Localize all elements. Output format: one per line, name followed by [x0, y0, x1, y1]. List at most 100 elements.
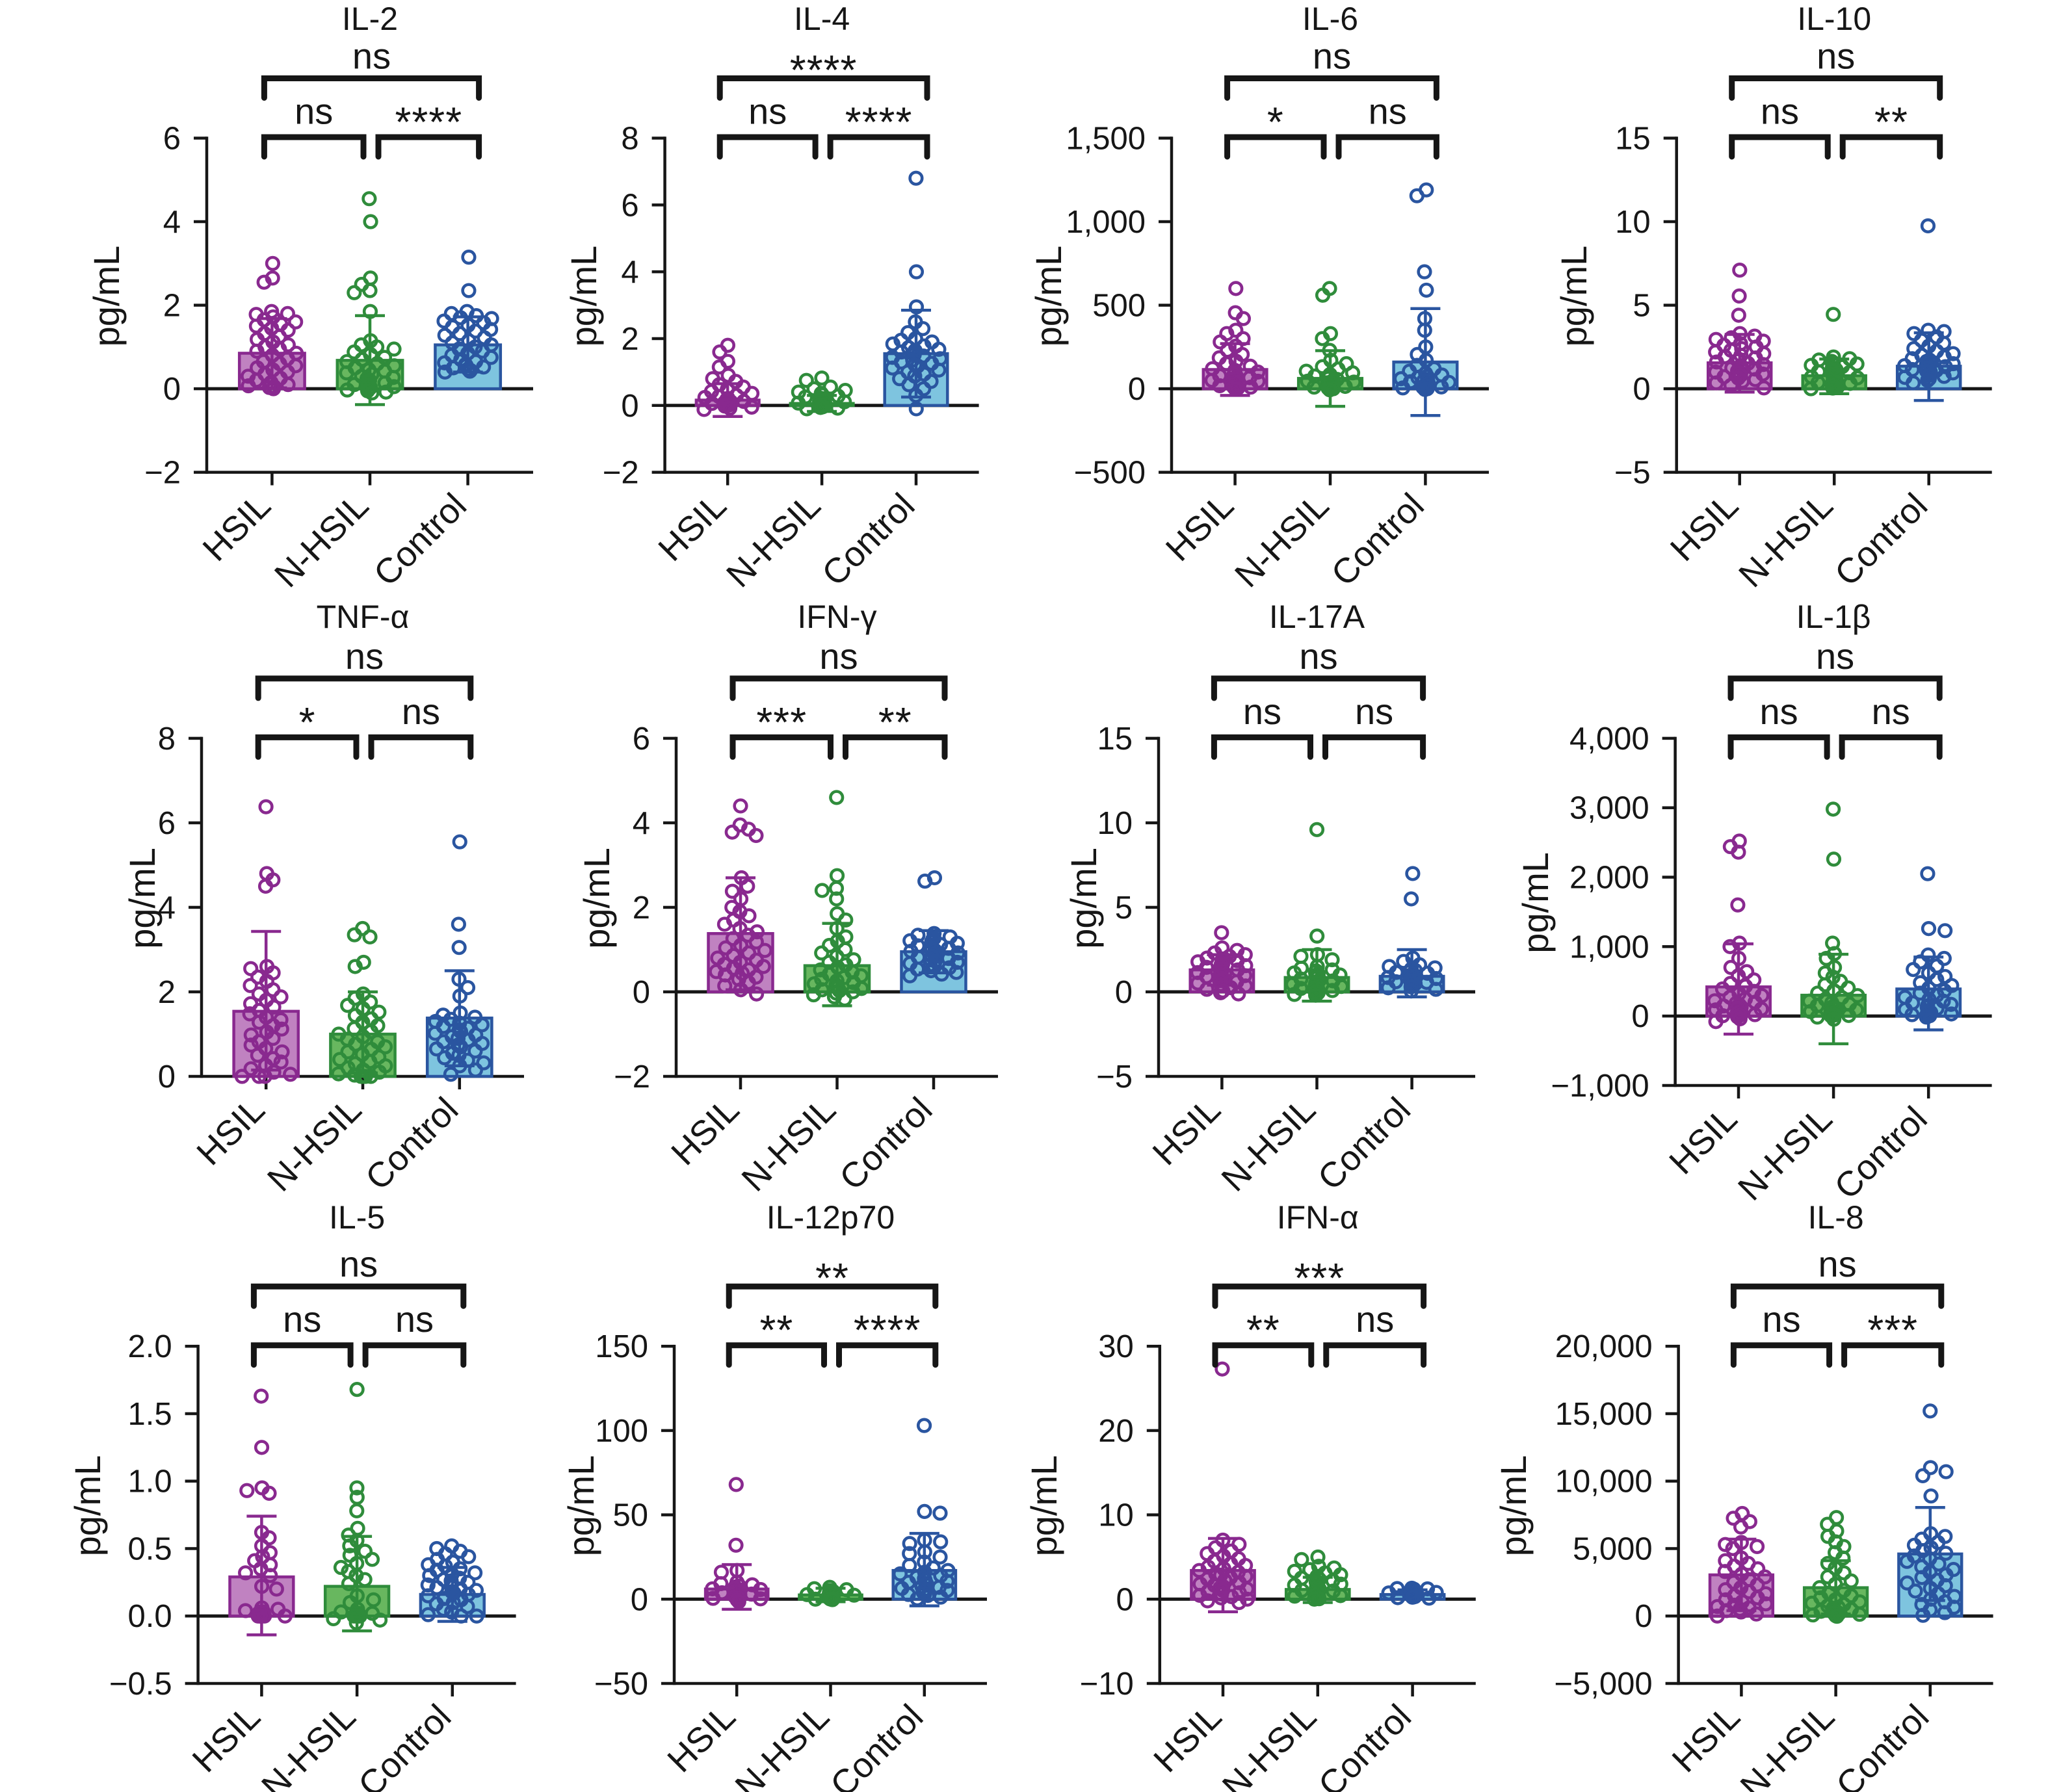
svg-text:−500: −500	[1074, 456, 1146, 491]
svg-text:pg/mL: pg/mL	[1553, 246, 1594, 347]
svg-text:−5,000: −5,000	[1554, 1667, 1652, 1702]
svg-text:ns: ns	[295, 91, 333, 132]
svg-text:6: 6	[163, 122, 181, 157]
svg-text:***: ***	[1867, 1306, 1918, 1353]
svg-text:0: 0	[621, 389, 638, 424]
svg-text:IL-2: IL-2	[342, 1, 398, 37]
svg-text:pg/mL: pg/mL	[86, 246, 127, 347]
svg-text:4: 4	[621, 255, 638, 290]
svg-text:4: 4	[158, 890, 176, 926]
svg-text:pg/mL: pg/mL	[67, 1455, 108, 1557]
svg-text:IFN-α: IFN-α	[1277, 1199, 1359, 1236]
svg-text:500: 500	[1092, 289, 1146, 324]
svg-text:0: 0	[1115, 975, 1133, 1010]
svg-text:**: **	[759, 1306, 793, 1353]
svg-text:4: 4	[163, 205, 181, 240]
svg-text:***: ***	[756, 699, 807, 746]
svg-text:−5: −5	[1614, 456, 1651, 491]
svg-text:−1,000: −1,000	[1551, 1069, 1649, 1104]
svg-text:0: 0	[158, 1059, 176, 1095]
svg-text:IL-12p70: IL-12p70	[767, 1199, 895, 1236]
svg-text:*: *	[1267, 99, 1284, 146]
svg-text:ns: ns	[1762, 1299, 1800, 1340]
svg-text:0: 0	[633, 975, 650, 1010]
svg-text:2: 2	[621, 322, 638, 357]
svg-text:ns: ns	[819, 636, 858, 677]
svg-text:IL-1β: IL-1β	[1796, 599, 1871, 635]
svg-text:ns: ns	[1299, 636, 1337, 677]
svg-text:10: 10	[1097, 806, 1133, 841]
svg-text:1,500: 1,500	[1066, 122, 1146, 157]
svg-text:ns: ns	[352, 36, 391, 77]
svg-text:IL-4: IL-4	[794, 1, 850, 37]
svg-text:6: 6	[621, 188, 638, 223]
svg-text:1.5: 1.5	[127, 1397, 172, 1432]
svg-text:20,000: 20,000	[1555, 1329, 1653, 1364]
svg-text:−2: −2	[614, 1059, 650, 1095]
svg-text:8: 8	[158, 721, 176, 757]
svg-text:pg/mL: pg/mL	[560, 1455, 601, 1557]
svg-text:15,000: 15,000	[1555, 1397, 1653, 1432]
svg-text:6: 6	[158, 806, 176, 841]
svg-text:0.5: 0.5	[127, 1531, 172, 1566]
svg-text:**: **	[815, 1254, 849, 1301]
svg-text:1.0: 1.0	[127, 1464, 172, 1500]
svg-text:−2: −2	[603, 456, 639, 491]
svg-text:pg/mL: pg/mL	[122, 848, 163, 949]
svg-text:4: 4	[633, 806, 650, 841]
svg-text:0: 0	[1634, 1599, 1652, 1634]
svg-text:6: 6	[633, 721, 650, 757]
svg-text:ns: ns	[1816, 636, 1854, 677]
svg-text:5: 5	[1633, 289, 1650, 324]
svg-text:−2: −2	[144, 456, 181, 491]
svg-text:ns: ns	[1872, 691, 1910, 732]
svg-text:****: ****	[854, 1306, 921, 1353]
svg-text:pg/mL: pg/mL	[1028, 246, 1069, 347]
svg-text:ns: ns	[1818, 1243, 1857, 1284]
svg-text:10: 10	[1615, 205, 1651, 240]
svg-text:pg/mL: pg/mL	[1023, 1455, 1064, 1557]
svg-text:−5: −5	[1096, 1059, 1133, 1095]
svg-text:150: 150	[595, 1329, 648, 1364]
svg-text:15: 15	[1097, 721, 1133, 757]
svg-text:10: 10	[1098, 1498, 1134, 1533]
svg-text:2.0: 2.0	[127, 1329, 172, 1364]
svg-text:0: 0	[1128, 372, 1146, 407]
svg-text:IL-6: IL-6	[1302, 1, 1358, 37]
svg-text:ns: ns	[395, 1299, 434, 1340]
svg-text:pg/mL: pg/mL	[1515, 852, 1556, 954]
svg-text:IL-5: IL-5	[329, 1199, 385, 1236]
svg-text:IFN-γ: IFN-γ	[797, 599, 876, 635]
svg-text:pg/mL: pg/mL	[1063, 848, 1104, 949]
svg-text:0: 0	[163, 372, 181, 407]
svg-text:****: ****	[790, 47, 858, 94]
svg-text:−0.5: −0.5	[109, 1667, 172, 1702]
svg-text:3,000: 3,000	[1569, 791, 1649, 826]
svg-text:100: 100	[595, 1414, 648, 1449]
svg-text:1,000: 1,000	[1569, 929, 1649, 965]
svg-text:2,000: 2,000	[1569, 861, 1649, 896]
svg-text:pg/mL: pg/mL	[576, 848, 617, 949]
svg-text:2: 2	[633, 890, 650, 926]
svg-text:−10: −10	[1080, 1667, 1134, 1702]
svg-text:*: *	[299, 699, 316, 746]
svg-text:10,000: 10,000	[1555, 1464, 1653, 1500]
svg-text:ns: ns	[283, 1299, 321, 1340]
svg-text:****: ****	[395, 99, 462, 146]
svg-text:**: **	[1874, 99, 1908, 146]
svg-text:15: 15	[1615, 122, 1651, 157]
svg-text:ns: ns	[339, 1243, 378, 1284]
svg-text:ns: ns	[1313, 36, 1351, 77]
svg-text:2: 2	[158, 975, 176, 1010]
svg-text:ns: ns	[1817, 36, 1855, 77]
svg-text:0: 0	[1116, 1582, 1134, 1617]
svg-text:***: ***	[1294, 1254, 1345, 1301]
svg-text:0: 0	[631, 1582, 648, 1617]
svg-text:ns: ns	[1759, 691, 1798, 732]
svg-text:2: 2	[163, 289, 181, 324]
svg-text:30: 30	[1098, 1329, 1134, 1364]
svg-text:****: ****	[845, 99, 913, 146]
svg-text:**: **	[878, 699, 912, 746]
svg-text:pg/mL: pg/mL	[563, 246, 604, 347]
svg-text:TNF-α: TNF-α	[317, 599, 410, 635]
